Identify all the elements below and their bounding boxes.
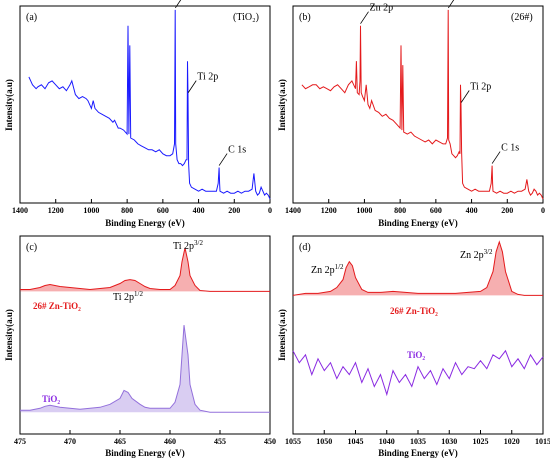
peak-leader <box>448 0 455 9</box>
xtick-label: 450 <box>264 437 276 446</box>
series-line <box>20 325 270 413</box>
xtick-label: 200 <box>228 206 240 215</box>
panel-a-ylabel: Intensity(a.u) <box>4 79 14 131</box>
xtick-label: 465 <box>114 437 126 446</box>
panel-b-peak-labels: Zn 2pO 1sTi 2pC 1s <box>360 0 519 164</box>
xtick-label: 400 <box>193 206 205 215</box>
xtick-label: 1040 <box>379 437 395 446</box>
panel-d-xlabel: Binding Energy (eV) <box>378 448 458 458</box>
panel-a-xticks: 1400 1200 1000 800 600 400 200 0 <box>12 199 272 215</box>
xtick-label: 1045 <box>348 437 364 446</box>
xtick-label: 1000 <box>83 206 99 215</box>
peak-label: C 1s <box>501 143 519 154</box>
xtick-label: 1200 <box>48 206 64 215</box>
series-line <box>301 9 544 200</box>
xtick-label: 1400 <box>12 206 28 215</box>
xtick-label: 1055 <box>285 437 301 446</box>
xtick-label: 1020 <box>504 437 520 446</box>
panel-d-label: (d) <box>299 242 311 253</box>
panel-c-legend-26: 26# Zn-TiO₂ <box>33 301 81 311</box>
xtick-label: 1030 <box>441 437 457 446</box>
panel-a-label: (a) <box>26 12 37 23</box>
xtick-label: 455 <box>214 437 226 446</box>
panel-d: (d) Intensity(a.u) Binding Energy (eV) 1… <box>277 235 550 458</box>
panel-b-ylabel: Intensity(a.u) <box>277 79 287 131</box>
peak-label: Zn 2p <box>370 3 394 14</box>
peak-label: Ti 2p <box>197 72 218 83</box>
xtick-label: 800 <box>121 206 133 215</box>
xtick-label: 475 <box>14 437 26 446</box>
peak-leader <box>460 90 470 103</box>
peak-leader <box>491 151 501 164</box>
panel-b-xticks: 1400 1200 1000 800 600 400 200 0 <box>285 199 545 215</box>
xtick-label: 0 <box>268 206 272 215</box>
xtick-label: 800 <box>394 206 406 215</box>
panel-c-label: (c) <box>26 242 37 253</box>
panel-a-xlabel: Binding Energy (eV) <box>105 218 185 228</box>
peak-leader <box>175 0 182 9</box>
panel-b: (b) (26#) Intensity(a.u) Binding Energy … <box>277 0 545 228</box>
xtick-label: 1000 <box>356 206 372 215</box>
peak-leader <box>218 153 228 166</box>
xtick-label: 1025 <box>473 437 489 446</box>
peak-leader <box>360 11 369 24</box>
panel-c-legend-tio2: TiO₂ <box>42 394 60 404</box>
panel-c-xticks: 475 470 465 460 455 450 <box>14 430 276 446</box>
panel-c-ti2p12-label: Ti 2p1/2 <box>113 290 143 303</box>
xtick-label: 400 <box>466 206 478 215</box>
xtick-label: 600 <box>157 206 169 215</box>
xtick-label: 0 <box>541 206 545 215</box>
series-line <box>28 9 271 200</box>
panel-a: (a) (TiO₂) Intensity(a.u) Binding Energy… <box>4 0 272 228</box>
xtick-label: 1200 <box>321 206 337 215</box>
panel-c-frame <box>19 235 271 435</box>
xtick-label: 1400 <box>285 206 301 215</box>
panel-b-frame <box>292 5 544 204</box>
xtick-label: 470 <box>64 437 76 446</box>
panel-c-plot <box>20 247 270 413</box>
panel-d-zn2p12-label: Zn 2p1/2 <box>311 263 344 276</box>
xtick-label: 460 <box>164 437 176 446</box>
panel-d-plot <box>292 240 544 397</box>
xtick-label: 200 <box>501 206 513 215</box>
panel-d-zn2p32-label: Zn 2p3/2 <box>460 248 493 261</box>
panel-d-legend-26: 26# Zn-TiO₂ <box>390 306 438 316</box>
series-line <box>292 240 543 296</box>
panel-b-xlabel: Binding Energy (eV) <box>378 218 458 228</box>
panel-c-ti2p32-label: Ti 2p3/2 <box>173 239 203 252</box>
panel-a-corner-label: (TiO₂) <box>233 12 259 23</box>
panel-c-xlabel: Binding Energy (eV) <box>105 448 185 458</box>
peak-fill <box>293 241 543 296</box>
xtick-label: 1035 <box>410 437 426 446</box>
xtick-label: 1015 <box>535 437 550 446</box>
series-line <box>20 247 270 292</box>
panel-a-peak-labels: O 1sTi 2pC 1s <box>175 0 246 166</box>
panel-b-corner-label: (26#) <box>511 12 533 23</box>
panel-a-frame <box>19 5 271 204</box>
peak-label: C 1s <box>228 145 246 156</box>
xtick-label: 600 <box>430 206 442 215</box>
series-line <box>292 349 544 397</box>
xtick-label: 1050 <box>316 437 332 446</box>
peak-leader <box>187 80 197 93</box>
panel-b-label: (b) <box>299 12 311 23</box>
panel-a-plot <box>28 9 271 200</box>
panel-d-xticks: 1055 1050 1045 1040 1035 1030 1025 1020 1015 <box>285 430 550 446</box>
panel-b-plot <box>301 9 544 200</box>
panel-d-legend-tio2: TiO₂ <box>407 350 425 360</box>
peak-label: Ti 2p <box>470 82 491 93</box>
peak-fill <box>20 247 270 292</box>
panel-c-ylabel: Intensity(a.u) <box>4 309 14 361</box>
panel-d-ylabel: Intensity(a.u) <box>277 309 287 361</box>
panel-c: (c) Intensity(a.u) Binding Energy (eV) 4… <box>4 235 276 458</box>
